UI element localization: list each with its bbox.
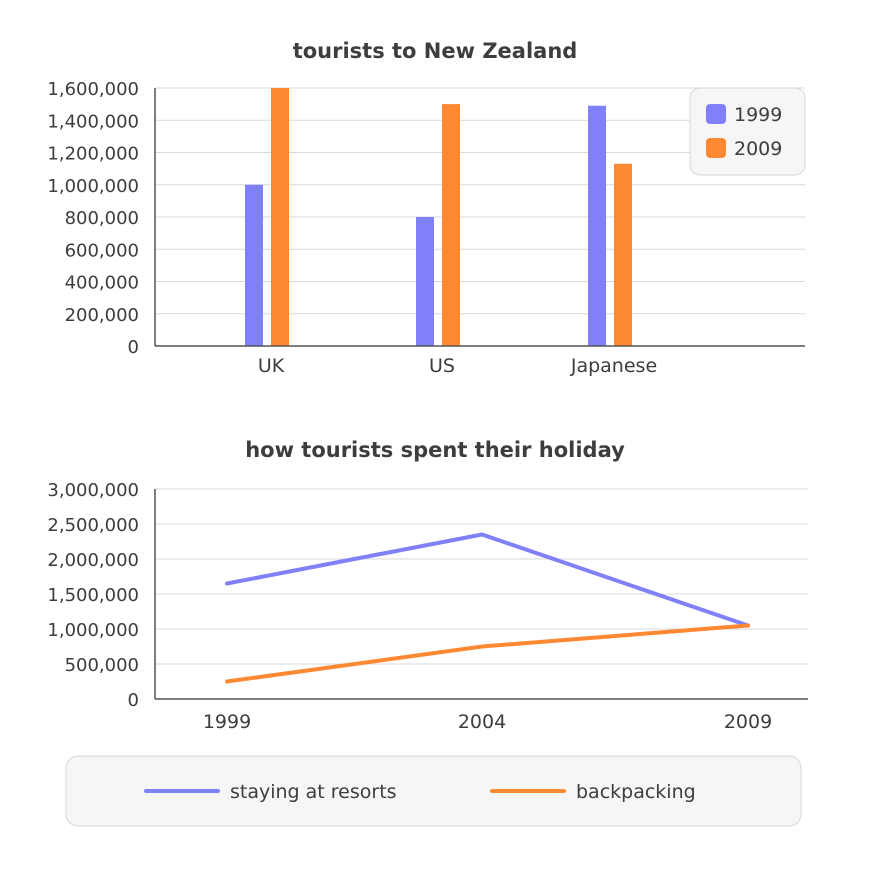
x-category-label-us: US: [429, 355, 455, 377]
bar-y-tick-label: 800,000: [65, 208, 139, 229]
line-legend-box: [65, 755, 802, 827]
legend-label-2009: 2009: [734, 138, 782, 160]
line-chart: how tourists spent their holiday 0 500,00…: [47, 438, 808, 827]
bar-japanese-1999: [588, 105, 606, 346]
line-y-tick-label: 2,000,000: [47, 550, 139, 571]
line-chart-series: [225, 532, 750, 684]
bar-y-tick-label: 600,000: [65, 240, 139, 261]
bar-chart-gridlines: [155, 87, 805, 315]
line-y-tick-label: 3,000,000: [47, 480, 139, 501]
bar-us-1999: [416, 217, 434, 346]
bar-japanese-2009: [614, 163, 632, 346]
line-y-tick-label: 1,000,000: [47, 620, 139, 641]
x-category-label-uk: UK: [258, 355, 285, 377]
bar-uk-2009: [271, 88, 289, 346]
legend-label-backpacking: backpacking: [576, 781, 696, 803]
line-chart-y-axis: 0 500,000 1,000,000 1,500,000 2,000,000 2,500…: [47, 480, 139, 711]
bar-y-tick-label: 0: [128, 337, 139, 358]
line-y-tick-label: 2,500,000: [47, 515, 139, 536]
line-chart-title: how tourists spent their holiday: [245, 438, 625, 462]
bar-y-tick-label: 1,200,000: [47, 144, 139, 165]
legend-swatch-1999: [706, 104, 726, 124]
x-tick-label-2004: 2004: [458, 711, 506, 733]
legend-label-1999: 1999: [734, 104, 782, 126]
bar-y-tick-label: 200,000: [65, 305, 139, 326]
x-tick-label-2009: 2009: [724, 711, 772, 733]
legend-swatch-2009: [706, 138, 726, 158]
bar-us-2009: [442, 104, 460, 346]
bar-y-tick-label: 1,000,000: [47, 176, 139, 197]
bar-chart-bars: [245, 88, 632, 346]
line-y-tick-label: 0: [128, 690, 139, 711]
x-tick-label-1999: 1999: [203, 711, 251, 733]
bar-chart-title: tourists to New Zealand: [293, 39, 578, 63]
series-line-staying-at-resorts: [225, 532, 750, 628]
x-category-label-japanese: Japanese: [570, 355, 657, 377]
bar-chart-legend: 1999 2009: [689, 87, 806, 176]
bar-y-tick-label: 1,600,000: [47, 79, 139, 100]
line-y-tick-label: 1,500,000: [47, 585, 139, 606]
series-line-backpacking: [225, 623, 750, 684]
line-y-tick-label: 500,000: [65, 655, 139, 676]
bar-chart: tourists to New Zealand 0 200,000 400,000 6…: [47, 39, 806, 377]
legend-label-staying-at-resorts: staying at resorts: [230, 781, 397, 803]
bar-legend-box: [689, 87, 806, 176]
bar-chart-x-axis: UK US Japanese: [258, 355, 657, 377]
bar-chart-y-axis: 0 200,000 400,000 600,000 800,000 1,000,000 1,…: [47, 79, 139, 358]
line-chart-legend: staying at resorts backpacking: [65, 755, 802, 827]
bar-y-tick-label: 400,000: [65, 273, 139, 294]
line-chart-x-axis: 1999 2004 2009: [203, 711, 772, 733]
bar-y-tick-label: 1,400,000: [47, 111, 139, 132]
bar-uk-1999: [245, 184, 263, 346]
